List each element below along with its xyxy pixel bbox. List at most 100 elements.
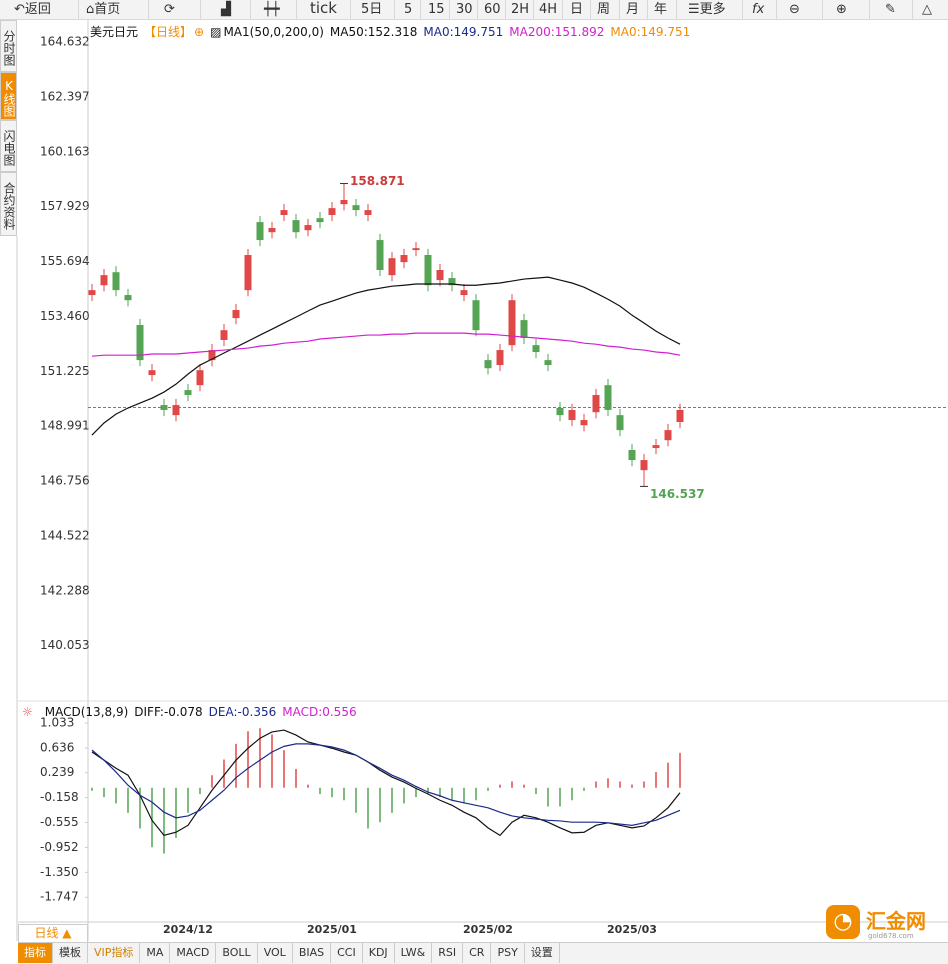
macd-icon[interactable]: ☼ xyxy=(22,705,33,719)
candle-body xyxy=(376,240,384,270)
candle-body xyxy=(100,275,108,286)
refresh-button[interactable]: ⟳ xyxy=(164,2,175,17)
tab[interactable]: RSI xyxy=(432,943,464,963)
side-tab-active[interactable]: K线图 xyxy=(0,72,17,120)
period-month[interactable]: 月 xyxy=(626,2,640,17)
logo-name: 汇金网 xyxy=(866,909,926,933)
tab[interactable]: VIP指标 xyxy=(88,943,141,963)
side-tab[interactable]: 合约资料 xyxy=(0,172,17,236)
candle-body xyxy=(160,405,168,410)
tab[interactable]: KDJ xyxy=(363,943,395,963)
candle-body xyxy=(388,258,396,276)
ma-line xyxy=(91,276,681,436)
settings-icon[interactable]: ▨ xyxy=(210,25,222,39)
candle-button[interactable]: ┿┿ xyxy=(264,2,280,17)
draw-button[interactable]: ✎ xyxy=(885,2,896,17)
period-tick[interactable]: tick xyxy=(310,0,337,17)
candle-body xyxy=(304,225,312,231)
legend-entry: DEA:-0.356 xyxy=(208,705,277,719)
collapse-button[interactable]: △ xyxy=(922,2,932,17)
indicator-label: MACD(13,8,9) xyxy=(44,705,129,719)
period-switch[interactable]: 日线 ▲ xyxy=(18,924,88,943)
y-tick-label: 157.929 xyxy=(40,199,90,213)
legend-entry: MA200:151.892 xyxy=(509,25,605,39)
period-30[interactable]: 30 xyxy=(456,2,473,17)
home-button[interactable]: ⌂首页 xyxy=(86,2,121,17)
x-tick-label: 2025/03 xyxy=(607,923,657,936)
candle-body xyxy=(352,205,360,211)
candle-body xyxy=(556,408,564,416)
candle-body xyxy=(616,415,624,431)
candle-body xyxy=(460,290,468,296)
y-tick-label: 140.053 xyxy=(40,638,90,652)
y-tick-label: 162.397 xyxy=(40,89,90,103)
candle-body xyxy=(292,220,300,233)
indicator-label: MA1(50,0,200,0) xyxy=(223,25,324,39)
back-button[interactable]: ↶返回 xyxy=(14,2,51,17)
period-15[interactable]: 15 xyxy=(428,2,445,17)
candle-body xyxy=(400,255,408,263)
tab[interactable]: BIAS xyxy=(293,943,332,963)
candle-body xyxy=(220,330,228,340)
y-tick-label: 155.694 xyxy=(40,254,90,268)
tab[interactable]: 模板 xyxy=(53,943,88,963)
y-tick-label: 151.225 xyxy=(40,364,90,378)
more-button[interactable]: ☰更多 xyxy=(688,2,726,17)
candle-body xyxy=(436,269,444,281)
zoom-in-button[interactable]: ⊕ xyxy=(836,2,847,17)
y-tick-label: -0.158 xyxy=(40,790,79,804)
period-year[interactable]: 年 xyxy=(654,2,668,17)
symbol-title: 美元日元 xyxy=(90,25,139,39)
period-5d[interactable]: 5日 xyxy=(361,2,383,17)
fx-button[interactable]: fx xyxy=(752,2,765,17)
candle-body xyxy=(448,278,456,286)
period-4h[interactable]: 4H xyxy=(539,2,558,17)
period-60[interactable]: 60 xyxy=(484,2,501,17)
candle-body xyxy=(484,360,492,369)
candle-body xyxy=(172,405,180,416)
y-tick-label: 146.756 xyxy=(40,474,90,488)
back-label[interactable]: 返回 xyxy=(24,2,51,17)
tab[interactable]: CR xyxy=(463,943,492,963)
zoom-out-button[interactable]: ⊖ xyxy=(789,2,800,17)
tab[interactable]: VOL xyxy=(258,943,293,963)
candle-body xyxy=(628,450,636,461)
period-5[interactable]: 5 xyxy=(404,2,413,17)
y-tick-label: -0.555 xyxy=(40,815,79,829)
y-tick-label: 0.636 xyxy=(40,740,74,754)
candle-body xyxy=(496,350,504,366)
side-tab[interactable]: 分时图 xyxy=(0,20,17,72)
legend-entry: MACD:0.556 xyxy=(282,705,357,719)
add-icon[interactable]: ⊕ xyxy=(194,25,205,39)
candle-body xyxy=(280,210,288,215)
tab[interactable]: MACD xyxy=(170,943,217,963)
tab[interactable]: MA xyxy=(140,943,171,963)
chart-type-button[interactable]: ▟ xyxy=(221,2,231,17)
y-tick-label: 1.033 xyxy=(40,715,74,729)
period-day[interactable]: 日 xyxy=(570,2,584,17)
side-tab[interactable]: 闪电图 xyxy=(0,120,17,172)
candle-body xyxy=(184,390,192,395)
tab[interactable]: LW& xyxy=(395,943,433,963)
y-tick-label: 144.522 xyxy=(40,528,90,542)
period-2h[interactable]: 2H xyxy=(511,2,530,17)
legend-entry: MA0:149.751 xyxy=(423,25,504,39)
tab[interactable]: CCI xyxy=(331,943,363,963)
tab[interactable]: 指标 xyxy=(18,943,53,963)
y-tick-label: -0.952 xyxy=(40,840,79,854)
more-label[interactable]: 更多 xyxy=(699,2,726,17)
candle-body xyxy=(604,385,612,410)
candle-body xyxy=(412,248,420,251)
period-week[interactable]: 周 xyxy=(597,2,611,17)
tab[interactable]: BOLL xyxy=(216,943,258,963)
tab[interactable]: PSY xyxy=(491,943,525,963)
tab[interactable]: 设置 xyxy=(525,943,560,963)
logo: ◔ 汇金网 gold678.com xyxy=(826,905,938,941)
home-label[interactable]: 首页 xyxy=(94,2,121,17)
candle-body xyxy=(340,200,348,205)
y-tick-label: 148.991 xyxy=(40,419,90,433)
candle-body xyxy=(268,228,276,233)
period-label: 【日线】 xyxy=(144,25,193,39)
